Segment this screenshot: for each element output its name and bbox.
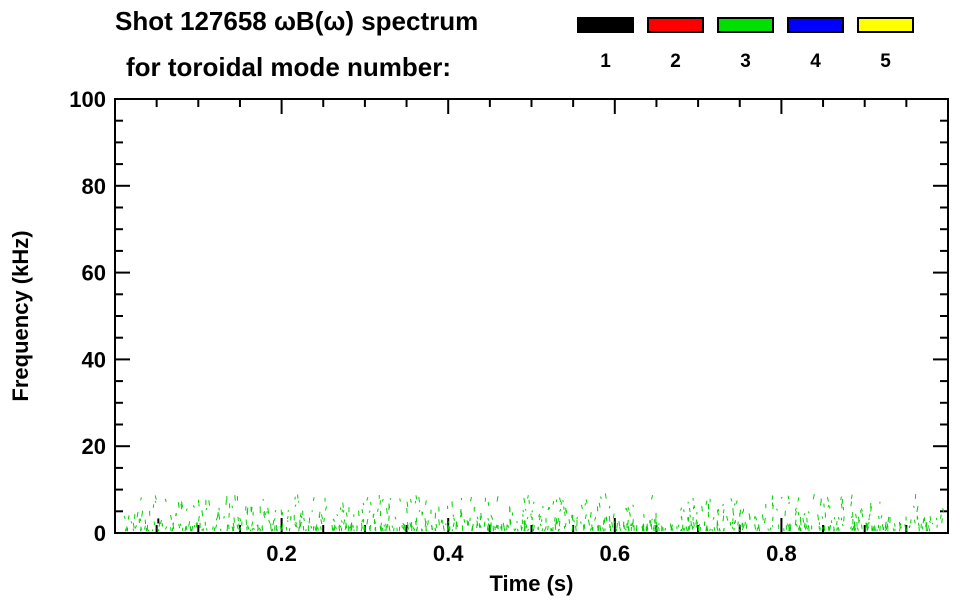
legend-item-mode-5: 5 bbox=[857, 17, 914, 73]
legend-item-mode-4: 4 bbox=[787, 17, 844, 73]
svg-text:40: 40 bbox=[82, 347, 106, 372]
legend-swatch-mode-1 bbox=[577, 17, 634, 33]
svg-text:0.8: 0.8 bbox=[766, 541, 797, 566]
legend-label-mode-2: 2 bbox=[670, 51, 681, 72]
legend-swatch-mode-2 bbox=[647, 17, 704, 33]
chart-subtitle: for toroidal mode number: bbox=[126, 52, 451, 82]
legend-swatch-mode-5 bbox=[857, 17, 914, 33]
legend-swatch-mode-4 bbox=[787, 17, 844, 33]
legend-item-mode-3: 3 bbox=[717, 17, 774, 73]
y-axis-title: Frequency (kHz) bbox=[8, 230, 33, 401]
svg-text:0.4: 0.4 bbox=[433, 541, 464, 566]
legend-label-mode-3: 3 bbox=[740, 51, 751, 72]
svg-text:20: 20 bbox=[82, 434, 106, 459]
svg-text:0: 0 bbox=[94, 521, 106, 546]
svg-text:80: 80 bbox=[82, 174, 106, 199]
legend-label-mode-1: 1 bbox=[600, 51, 611, 72]
legend-item-mode-1: 1 bbox=[577, 17, 634, 73]
legend-label-mode-5: 5 bbox=[880, 51, 891, 72]
legend-swatch-mode-3 bbox=[717, 17, 774, 33]
svg-text:60: 60 bbox=[82, 261, 106, 286]
svg-text:100: 100 bbox=[69, 87, 106, 112]
legend-label-mode-4: 4 bbox=[810, 51, 821, 72]
legend-item-mode-2: 2 bbox=[647, 17, 704, 73]
mode-legend: 1 2 3 4 5 bbox=[577, 17, 914, 73]
chart-title: Shot 127658 ωB(ω) spectrum bbox=[115, 6, 479, 36]
svg-text:0.2: 0.2 bbox=[266, 541, 297, 566]
svg-text:0.6: 0.6 bbox=[600, 541, 631, 566]
x-axis-title: Time (s) bbox=[490, 571, 574, 596]
